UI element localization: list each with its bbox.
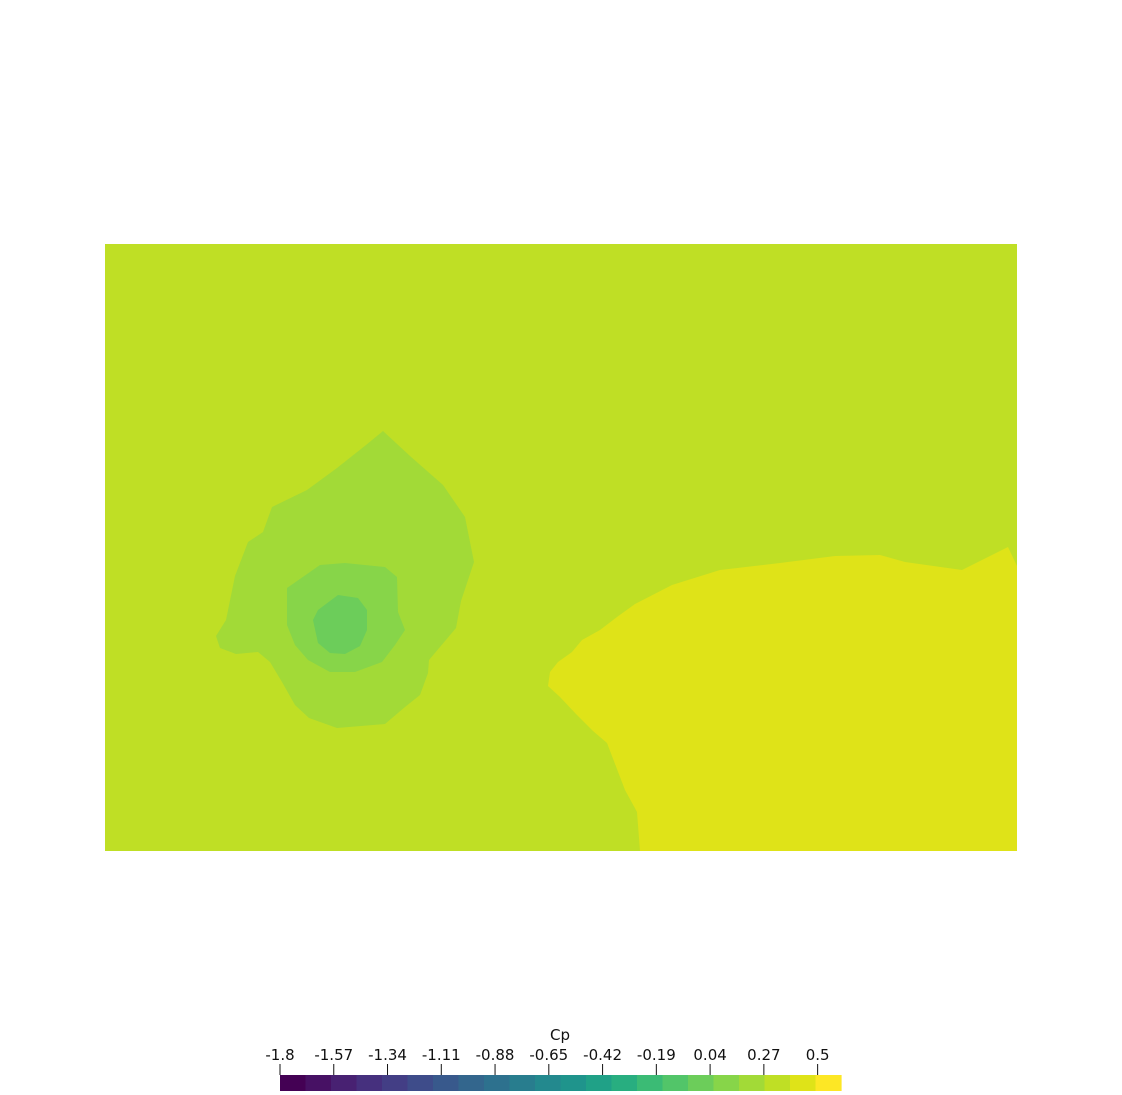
colorbar-band — [662, 1075, 689, 1091]
colorbar-band — [611, 1075, 638, 1091]
colorbar-tick-label: -0.19 — [637, 1046, 676, 1064]
colorbar-band — [739, 1075, 766, 1091]
colorbar-tick-label: -0.42 — [583, 1046, 622, 1064]
colorbar-band — [586, 1075, 613, 1091]
colorbar-tick-label: -1.8 — [265, 1046, 294, 1064]
colorbar-band — [509, 1075, 536, 1091]
colorbar-band — [458, 1075, 485, 1091]
colorbar-band — [764, 1075, 791, 1091]
colorbar-tick-label: -0.65 — [529, 1046, 568, 1064]
colorbar-tick-label: 0.27 — [747, 1046, 780, 1064]
colorbar-band — [637, 1075, 664, 1091]
low-pressure-core-region — [313, 595, 367, 654]
contour-plot — [105, 244, 1017, 851]
colorbar-band — [535, 1075, 562, 1091]
colorbar-band — [688, 1075, 715, 1091]
colorbar-tick-label: -0.88 — [476, 1046, 515, 1064]
colorbar-band — [484, 1075, 511, 1091]
colorbar-title: Cp — [550, 1026, 570, 1044]
colorbar-band — [790, 1075, 817, 1091]
colorbar-tick-label: 0.04 — [693, 1046, 726, 1064]
colorbar-band — [713, 1075, 740, 1091]
colorbar-band — [382, 1075, 409, 1091]
colorbar-ticks: -1.8 -1.57 -1.34 -1.11 -0.88 -0.65 -0.42 -0.19 0… — [265, 1046, 830, 1075]
colorbar-band — [280, 1075, 307, 1091]
colorbar-band — [407, 1075, 434, 1091]
colorbar-tick-label: -1.34 — [368, 1046, 407, 1064]
colorbar-band — [433, 1075, 460, 1091]
colorbar-tick-label: -1.57 — [314, 1046, 353, 1064]
colorbar-band — [305, 1075, 332, 1091]
colorbar: Cp -1.8 -1.57 -1.34 -1.11 -0.88 -0.65 -0.42 -0.… — [265, 1026, 842, 1091]
high-pressure-region — [548, 547, 1017, 851]
colorbar-tick-label: 0.5 — [806, 1046, 830, 1064]
colorbar-bands — [280, 1075, 842, 1091]
colorbar-band — [560, 1075, 587, 1091]
colorbar-band — [356, 1075, 383, 1091]
colorbar-band — [331, 1075, 358, 1091]
colorbar-band — [815, 1075, 842, 1091]
colorbar-tick-label: -1.11 — [422, 1046, 461, 1064]
